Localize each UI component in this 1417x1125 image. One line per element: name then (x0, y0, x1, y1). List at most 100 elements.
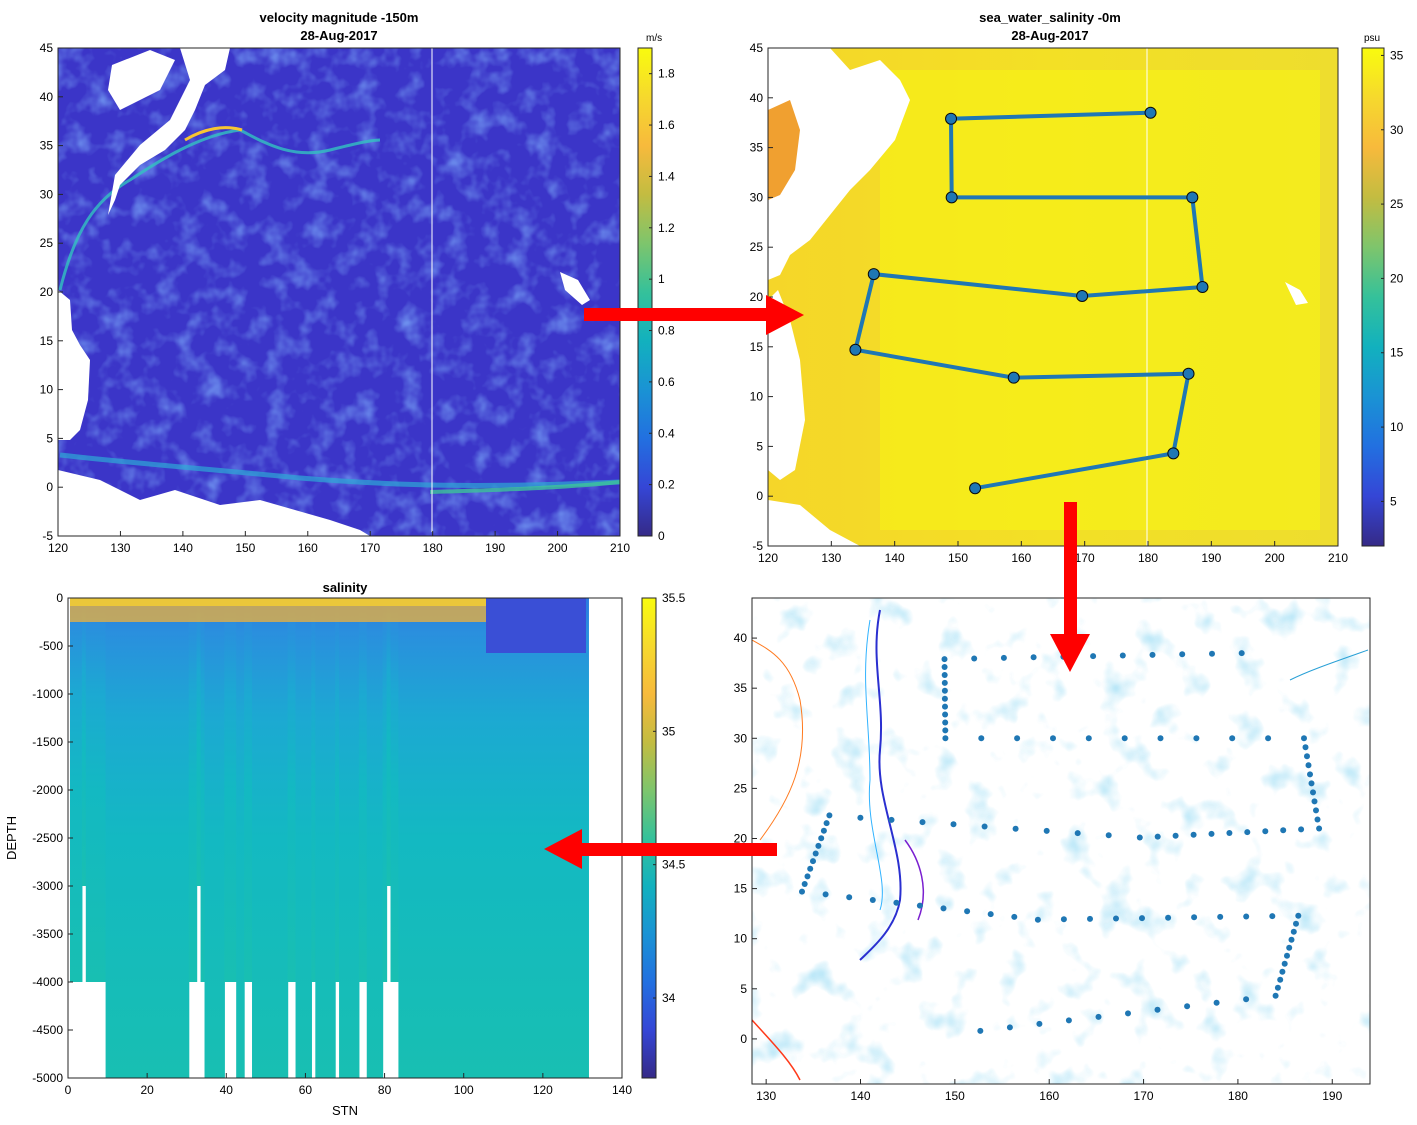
station-dot (1012, 825, 1019, 832)
station-dot (1095, 1013, 1102, 1020)
station-column (406, 598, 411, 1078)
station-column (402, 598, 407, 1078)
x-tick-label: 170 (1075, 551, 1095, 565)
station-column (517, 598, 522, 1078)
station-column (394, 598, 400, 982)
station-dot (1208, 830, 1215, 837)
land-philippines-2 (768, 290, 805, 480)
y-tick-label: 40 (734, 631, 748, 645)
station-dot (1209, 650, 1215, 657)
station-map-xticks: 130 140 150 160 170 180 190 (756, 1079, 1343, 1103)
station-dot (1184, 1003, 1191, 1010)
station-dot (1307, 771, 1313, 778)
station-dot (1157, 735, 1164, 742)
route-waypoint (1196, 281, 1209, 294)
station-column (501, 598, 506, 1078)
station-dot (1311, 798, 1318, 805)
land-asia-north (108, 50, 175, 110)
station-column (137, 598, 142, 1078)
station-column (556, 598, 562, 1078)
station-column (529, 598, 534, 1078)
station-column (125, 598, 130, 1078)
station-column (339, 598, 344, 1078)
coastal-low-salinity (768, 100, 800, 200)
station-column (465, 598, 471, 1078)
section-xticks: 0 20 40 60 80 100 120 140 (65, 1073, 632, 1097)
colorbar-tick-label: 1.6 (658, 118, 675, 132)
y-tick-label: 0 (46, 480, 53, 494)
station-dot (978, 735, 985, 742)
station-column (176, 598, 182, 1078)
y-tick-label: 25 (40, 236, 54, 250)
y-tick-label: 15 (750, 340, 764, 354)
station-column (580, 598, 586, 1078)
station-dot (942, 735, 949, 742)
station-dot (1244, 829, 1251, 836)
station-column (414, 598, 419, 1078)
route-waypoint (867, 268, 880, 281)
station-column (228, 598, 233, 982)
station-column (236, 598, 241, 1078)
station-column (216, 598, 221, 1078)
station-column (493, 598, 498, 1078)
x-tick-label: 200 (1265, 551, 1285, 565)
x-tick-label: 200 (548, 541, 568, 555)
station-column (366, 598, 372, 1078)
station-dot (1262, 828, 1269, 835)
station-column (157, 598, 162, 1078)
station-dot (1085, 735, 1092, 742)
kuroshio-current (58, 128, 381, 291)
station-dot (1087, 915, 1093, 922)
x-tick-label: 130 (110, 541, 130, 555)
shelf-contour (751, 639, 804, 841)
station-dot (941, 695, 948, 702)
station-dot (807, 865, 814, 872)
station-column (263, 598, 269, 1078)
station-column (248, 598, 253, 982)
y-tick-label: 30 (750, 190, 764, 204)
station-column (469, 598, 475, 1078)
section-colorbar (641, 597, 657, 1079)
x-tick-label: 140 (173, 541, 193, 555)
station-column (441, 598, 447, 1078)
station-dot (1238, 650, 1245, 657)
station-dot (1060, 916, 1067, 923)
station-dot (1313, 807, 1319, 814)
station-column (113, 598, 119, 1078)
station-column (117, 598, 123, 1078)
y-tick-label: 35 (40, 139, 54, 153)
shelf-contour-2 (751, 1019, 801, 1081)
salinity-map-colorbar (1361, 47, 1385, 547)
station-dot (1316, 825, 1323, 832)
station-dot (799, 888, 805, 895)
trench-contour-3 (904, 839, 925, 921)
colorbar-tick-label: 1.2 (658, 221, 675, 235)
station-column (552, 598, 558, 1078)
station-column (584, 598, 589, 1078)
station-dot (1295, 912, 1302, 919)
station-dot (893, 899, 900, 906)
y-tick-label: -5000 (32, 1071, 63, 1085)
section-ylabel: DEPTH (4, 816, 19, 860)
trench-contour (859, 609, 902, 961)
route-line (852, 110, 1205, 491)
y-tick-label: -3500 (32, 927, 63, 941)
station-dot (1286, 944, 1293, 951)
y-tick-label: 30 (40, 187, 54, 201)
equatorial-current (59, 452, 621, 488)
station-dot (964, 908, 971, 915)
station-dot (1305, 762, 1312, 769)
station-dot (1304, 753, 1310, 760)
station-column (93, 598, 99, 982)
station-dot (950, 821, 957, 828)
workflow-arrows (544, 295, 1090, 869)
station-column (319, 598, 324, 1078)
station-column (532, 598, 538, 1078)
station-column (315, 598, 320, 1078)
station-column (224, 598, 229, 982)
y-tick-label: -500 (39, 639, 63, 653)
station-dot (1121, 735, 1128, 742)
colorbar-tick-label: 5 (1390, 494, 1397, 508)
station-column (73, 598, 79, 982)
station-dot (1277, 976, 1284, 983)
